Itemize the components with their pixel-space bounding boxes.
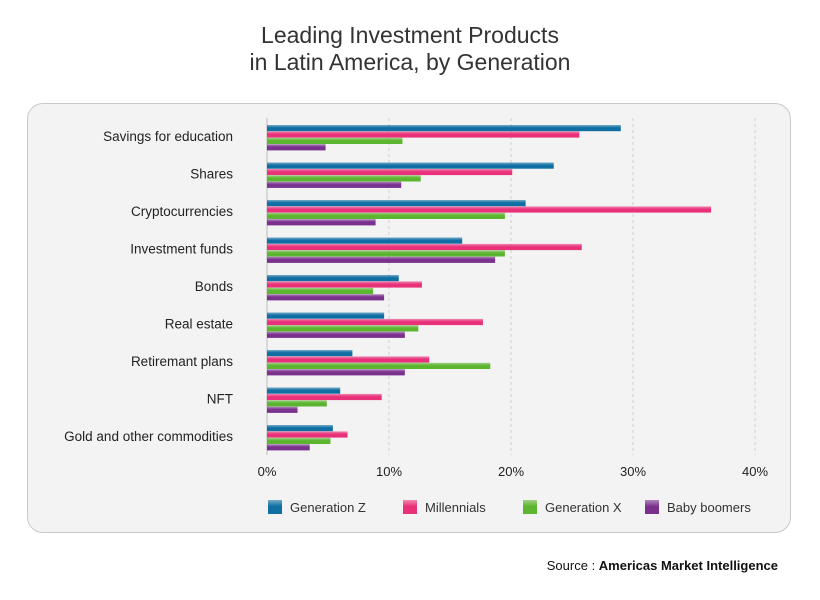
legend-swatch-baby-boomers — [645, 500, 659, 514]
category-label-retiremant-plans: Retiremant plans — [131, 354, 233, 369]
source-note: Source : Americas Market Intelligence — [547, 558, 778, 573]
bar-shares-generation-z — [267, 162, 554, 169]
bar-nft-millennials — [267, 393, 382, 401]
bar-investment-funds-baby-boomers — [267, 256, 496, 263]
bar-shares-millennials — [267, 168, 513, 176]
bar-gold-and-other-commodities-baby-boomers — [267, 444, 310, 451]
bar-retiremant-plans-millennials — [267, 356, 430, 363]
legend-swatch-millennials — [403, 500, 417, 514]
category-label-nft: NFT — [207, 392, 233, 407]
bar-savings-for-education-millennials — [267, 131, 580, 138]
bar-real-estate-baby-boomers — [267, 331, 405, 338]
legend-swatch-generation-x — [523, 500, 537, 514]
bar-gold-and-other-commodities-generation-z — [267, 425, 333, 432]
bar-savings-for-education-generation-x — [267, 137, 403, 144]
x-tick-label-0: 0% — [258, 464, 277, 479]
chart-title: Leading Investment Products in Latin Ame… — [0, 22, 820, 76]
bar-shares-generation-x — [267, 175, 421, 182]
bar-cryptocurrencies-millennials — [267, 206, 712, 213]
legend-label-generation-z: Generation Z — [290, 500, 366, 515]
bar-savings-for-education-baby-boomers — [267, 144, 326, 151]
category-label-investment-funds: Investment funds — [130, 242, 233, 257]
legend-label-millennials: Millennials — [425, 500, 486, 515]
source-name: Americas Market Intelligence — [598, 558, 778, 573]
category-label-shares: Shares — [190, 167, 233, 182]
category-label-gold-and-other-commodities: Gold and other commodities — [64, 429, 233, 444]
bar-nft-baby-boomers — [267, 406, 298, 413]
bar-investment-funds-generation-z — [267, 237, 463, 244]
bar-investment-funds-millennials — [267, 243, 582, 251]
x-tick-label-10: 10% — [376, 464, 402, 479]
legend-label-baby-boomers: Baby boomers — [667, 500, 751, 515]
category-label-cryptocurrencies: Cryptocurrencies — [131, 204, 233, 219]
bar-real-estate-generation-x — [267, 325, 419, 332]
bar-real-estate-millennials — [267, 318, 483, 326]
category-label-real-estate: Real estate — [165, 317, 233, 332]
legend-swatch-generation-z — [268, 500, 282, 514]
bar-nft-generation-z — [267, 387, 341, 394]
bar-retiremant-plans-baby-boomers — [267, 369, 405, 376]
category-label-savings-for-education: Savings for education — [103, 129, 233, 144]
x-tick-label-20: 20% — [498, 464, 524, 479]
chart-title-line-1: Leading Investment Products — [261, 22, 559, 48]
bar-cryptocurrencies-generation-z — [267, 200, 526, 207]
bar-investment-funds-generation-x — [267, 250, 505, 257]
source-prefix: Source : — [546, 558, 599, 573]
bar-cryptocurrencies-generation-x — [267, 212, 505, 219]
bar-gold-and-other-commodities-millennials — [267, 431, 348, 438]
legend-label-generation-x: Generation X — [545, 500, 622, 515]
bar-gold-and-other-commodities-generation-x — [267, 437, 331, 444]
bar-nft-generation-x — [267, 400, 327, 407]
bar-bonds-millennials — [267, 281, 422, 288]
x-tick-label-40: 40% — [742, 464, 768, 479]
bar-bonds-baby-boomers — [267, 294, 385, 301]
bar-retiremant-plans-generation-z — [267, 350, 353, 357]
bar-shares-baby-boomers — [267, 181, 402, 188]
bar-savings-for-education-generation-z — [267, 125, 621, 132]
bar-bonds-generation-z — [267, 275, 399, 282]
bar-retiremant-plans-generation-x — [267, 362, 491, 369]
chart-title-line-2: in Latin America, by Generation — [249, 49, 571, 75]
bar-real-estate-generation-z — [267, 312, 385, 319]
category-label-bonds: Bonds — [195, 279, 234, 294]
bar-bonds-generation-x — [267, 287, 374, 294]
bar-cryptocurrencies-baby-boomers — [267, 219, 376, 226]
x-tick-label-30: 30% — [620, 464, 646, 479]
